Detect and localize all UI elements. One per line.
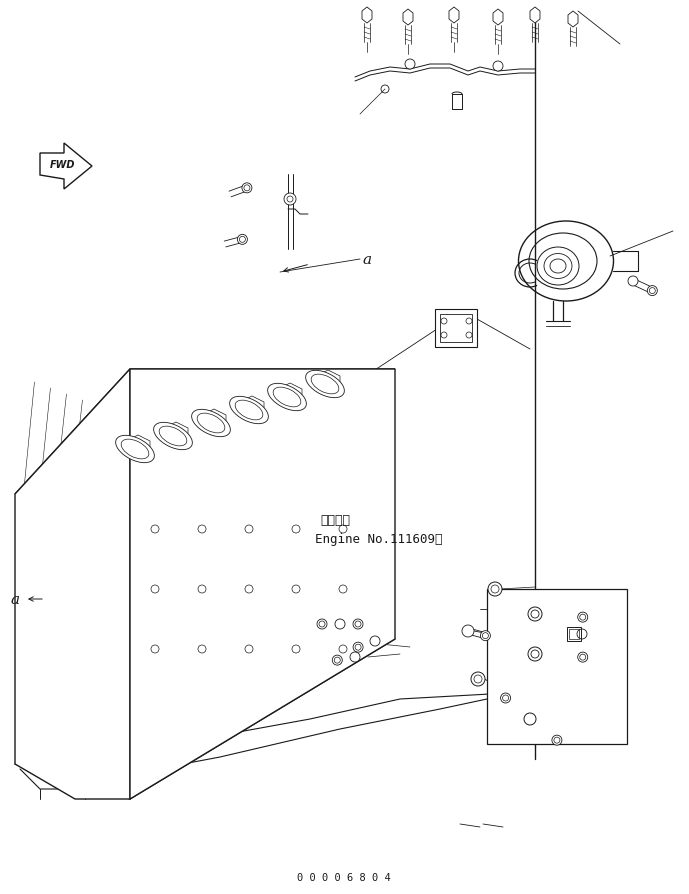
- Circle shape: [405, 60, 415, 70]
- Ellipse shape: [159, 426, 187, 446]
- Text: a: a: [10, 593, 19, 606]
- Polygon shape: [316, 371, 340, 394]
- Ellipse shape: [311, 375, 339, 394]
- Bar: [440, 315, 472, 342]
- Polygon shape: [15, 369, 130, 799]
- Polygon shape: [449, 8, 459, 24]
- Polygon shape: [278, 384, 302, 408]
- Circle shape: [524, 713, 536, 725]
- Text: FWD: FWD: [50, 160, 76, 170]
- Text: 適用号機: 適用号機: [320, 513, 350, 526]
- Circle shape: [647, 286, 657, 296]
- Polygon shape: [530, 8, 540, 24]
- Circle shape: [578, 653, 588, 662]
- Bar: [435, 309, 477, 348]
- Circle shape: [628, 276, 638, 287]
- Ellipse shape: [192, 409, 230, 437]
- Text: 0 0 0 0 6 8 0 4: 0 0 0 0 6 8 0 4: [297, 872, 391, 882]
- Ellipse shape: [197, 414, 225, 434]
- Ellipse shape: [116, 436, 154, 463]
- Polygon shape: [164, 423, 188, 446]
- Polygon shape: [568, 12, 578, 28]
- Circle shape: [238, 235, 247, 245]
- Ellipse shape: [229, 397, 269, 424]
- Polygon shape: [403, 10, 413, 26]
- Circle shape: [528, 647, 542, 662]
- Bar: [569, 629, 579, 639]
- Circle shape: [353, 643, 363, 653]
- Circle shape: [284, 194, 296, 206]
- Text: Engine No.111609〜: Engine No.111609〜: [315, 533, 442, 546]
- Ellipse shape: [306, 371, 344, 398]
- Polygon shape: [40, 144, 92, 190]
- Bar: [567, 628, 581, 641]
- Circle shape: [317, 620, 327, 629]
- Circle shape: [370, 637, 380, 646]
- Circle shape: [335, 620, 345, 629]
- Circle shape: [242, 183, 252, 194]
- Polygon shape: [126, 435, 150, 460]
- Circle shape: [578, 612, 588, 622]
- Ellipse shape: [267, 384, 307, 411]
- Circle shape: [350, 653, 360, 662]
- Text: a: a: [362, 253, 371, 266]
- Circle shape: [528, 607, 542, 621]
- Circle shape: [471, 672, 485, 687]
- Bar: [487, 589, 627, 744]
- Ellipse shape: [273, 388, 301, 408]
- Ellipse shape: [121, 440, 149, 460]
- Circle shape: [480, 631, 491, 641]
- Ellipse shape: [154, 423, 192, 451]
- Circle shape: [462, 625, 474, 637]
- Circle shape: [353, 620, 363, 629]
- Polygon shape: [202, 409, 226, 434]
- Polygon shape: [130, 369, 395, 799]
- Circle shape: [493, 62, 503, 72]
- Circle shape: [552, 736, 562, 746]
- Polygon shape: [362, 8, 372, 24]
- Ellipse shape: [235, 401, 263, 420]
- Polygon shape: [493, 10, 503, 26]
- Polygon shape: [15, 369, 395, 494]
- Circle shape: [501, 693, 511, 704]
- Circle shape: [332, 655, 342, 665]
- Circle shape: [488, 582, 502, 596]
- Polygon shape: [240, 397, 264, 420]
